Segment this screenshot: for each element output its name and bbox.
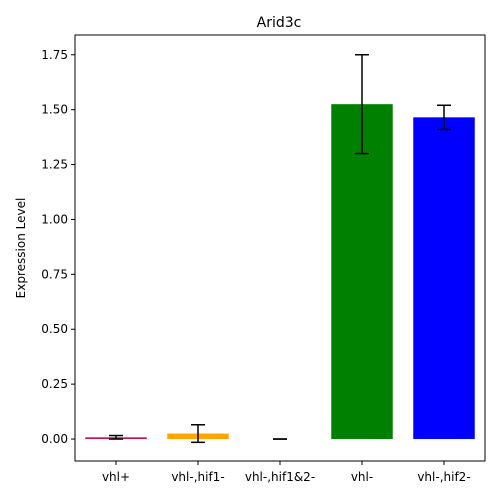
x-tick-label-4: vhl-,hif2- <box>417 470 470 484</box>
x-tick-label-2: vhl-,hif1&2- <box>245 470 315 484</box>
y-tick-label-4: 1.00 <box>41 212 68 226</box>
x-tick-label-0: vhl+ <box>102 470 130 484</box>
y-tick-label-0: 0.00 <box>41 432 68 446</box>
x-tick-label-1: vhl-,hif1- <box>171 470 224 484</box>
y-tick-label-7: 1.75 <box>41 48 68 62</box>
y-tick-label-1: 0.25 <box>41 377 68 391</box>
plot-area: 0.00 0.25 0.50 0.75 1.00 1.25 1.50 1.75 vhl+ vhl-… <box>41 34 486 484</box>
axes-frame <box>74 34 486 462</box>
x-tick-label-3: vhl- <box>351 470 373 484</box>
y-tick-label-5: 1.25 <box>41 158 68 172</box>
chart-title: Arid3c <box>257 15 302 31</box>
y-tick-label-6: 1.50 <box>41 103 68 117</box>
y-axis-label: Expression Level <box>14 198 28 299</box>
bar-3 <box>331 104 393 440</box>
y-tick-label-2: 0.50 <box>41 322 68 336</box>
y-tick-label-3: 0.75 <box>41 267 68 281</box>
bar-4 <box>413 117 475 440</box>
